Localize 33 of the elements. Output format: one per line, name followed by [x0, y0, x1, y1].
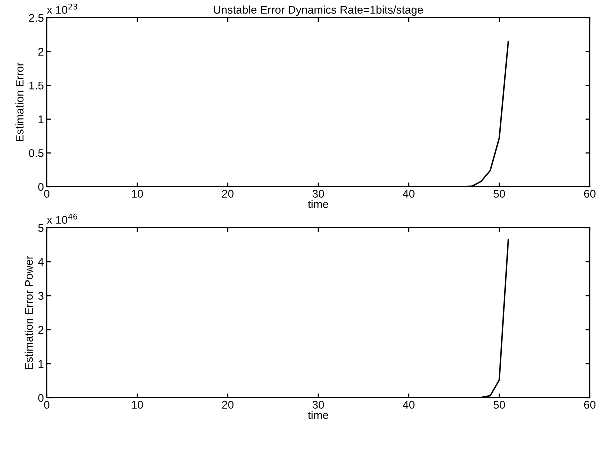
x-tick-label: 30 — [312, 190, 324, 198]
y-tick-label: 1.5 — [30, 82, 44, 90]
x-axis-title: time — [308, 411, 328, 420]
y-axis-title: Estimation Error Power — [24, 256, 34, 370]
x-tick-label: 20 — [222, 190, 234, 198]
y-tick-label: 3 — [38, 292, 44, 300]
y-axis-title: Estimation Error — [16, 62, 24, 142]
text: x 10$^{23}$ — [47, 4, 78, 14]
x-tick-label: 0 — [44, 190, 50, 198]
y-tick-label: 1 — [38, 116, 44, 124]
x-axis-title: time — [308, 200, 328, 208]
y-tick-label: 2.5 — [29, 14, 44, 22]
y-tick-label: 4 — [38, 258, 44, 266]
x-tick-label: 60 — [584, 401, 596, 409]
x-tick-label: 10 — [132, 401, 144, 409]
y-tick-label: 0.5 — [29, 149, 44, 158]
y-tick-label: 2 — [38, 48, 44, 56]
x-tick-label: 50 — [494, 190, 506, 198]
x-tick-label: 0 — [44, 401, 50, 409]
x-tick-label: 40 — [403, 190, 415, 198]
x-tick-label: 20 — [222, 401, 234, 409]
x-tick-label: 40 — [403, 401, 415, 409]
x-tick-label: 60 — [584, 190, 596, 198]
chart-title: Unstable Error Dynamics Rate=1bits/stage — [214, 6, 424, 16]
text: x 10$^{46}$ — [47, 214, 78, 224]
x-tick-label: 30 — [312, 401, 324, 409]
y-tick-label: 1 — [38, 360, 44, 368]
y-tick-label: 5 — [38, 224, 44, 232]
x-tick-label: 10 — [132, 190, 144, 198]
y-tick-label: 0 — [38, 394, 44, 402]
x-tick-label: 50 — [494, 401, 506, 409]
y-tick-label: 0 — [38, 183, 44, 192]
y-tick-label: 2 — [38, 326, 44, 334]
